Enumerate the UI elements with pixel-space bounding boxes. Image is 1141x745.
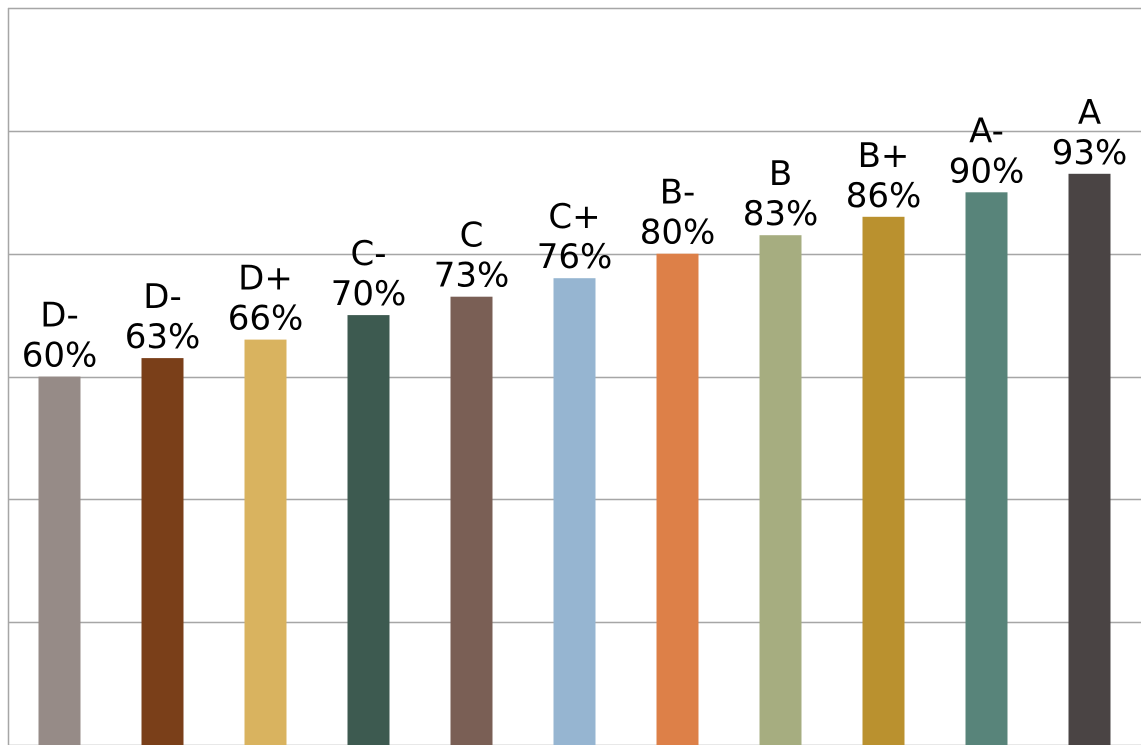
bar-category-label: D+: [238, 259, 293, 299]
bar-value-label: 70%: [331, 274, 407, 314]
bar-value-label: 60%: [22, 336, 98, 376]
bar-category-label: D-: [40, 296, 78, 336]
bar-7: [656, 253, 699, 745]
bar-category-label: B: [769, 154, 792, 194]
bar-value-label: 63%: [125, 317, 201, 357]
bar-category-label: A: [1078, 93, 1101, 133]
bar-labels: D-60%D-63%D+66%C-70%C73%C+76%B-80%B83%B+…: [22, 93, 1128, 376]
bar-category-label: C-: [350, 234, 386, 274]
bar-value-label: 76%: [537, 237, 613, 277]
bar-1: [38, 376, 81, 745]
bar-value-label: 73%: [434, 256, 510, 296]
bar-10: [965, 192, 1008, 745]
bar-category-label: B+: [858, 136, 910, 176]
bar-6: [553, 278, 596, 745]
bar-4: [347, 315, 390, 745]
bar-category-label: C+: [548, 197, 600, 237]
bar-value-label: 80%: [640, 213, 716, 253]
bar-value-label: 93%: [1052, 133, 1128, 173]
bar-3: [244, 339, 287, 745]
bar-category-label: B-: [660, 173, 696, 213]
bar-category-label: A-: [969, 111, 1004, 151]
bar-2: [141, 358, 184, 745]
bar-value-label: 83%: [743, 194, 819, 234]
bars: [38, 173, 1111, 745]
bar-category-label: C: [460, 216, 484, 256]
bar-value-label: 66%: [228, 299, 304, 339]
bar-8: [759, 235, 802, 745]
bar-11: [1068, 173, 1111, 745]
bar-value-label: 90%: [949, 151, 1025, 191]
bar-5: [450, 296, 493, 745]
bar-9: [862, 216, 905, 745]
bar-value-label: 86%: [846, 176, 922, 216]
bar-category-label: D-: [143, 277, 181, 317]
